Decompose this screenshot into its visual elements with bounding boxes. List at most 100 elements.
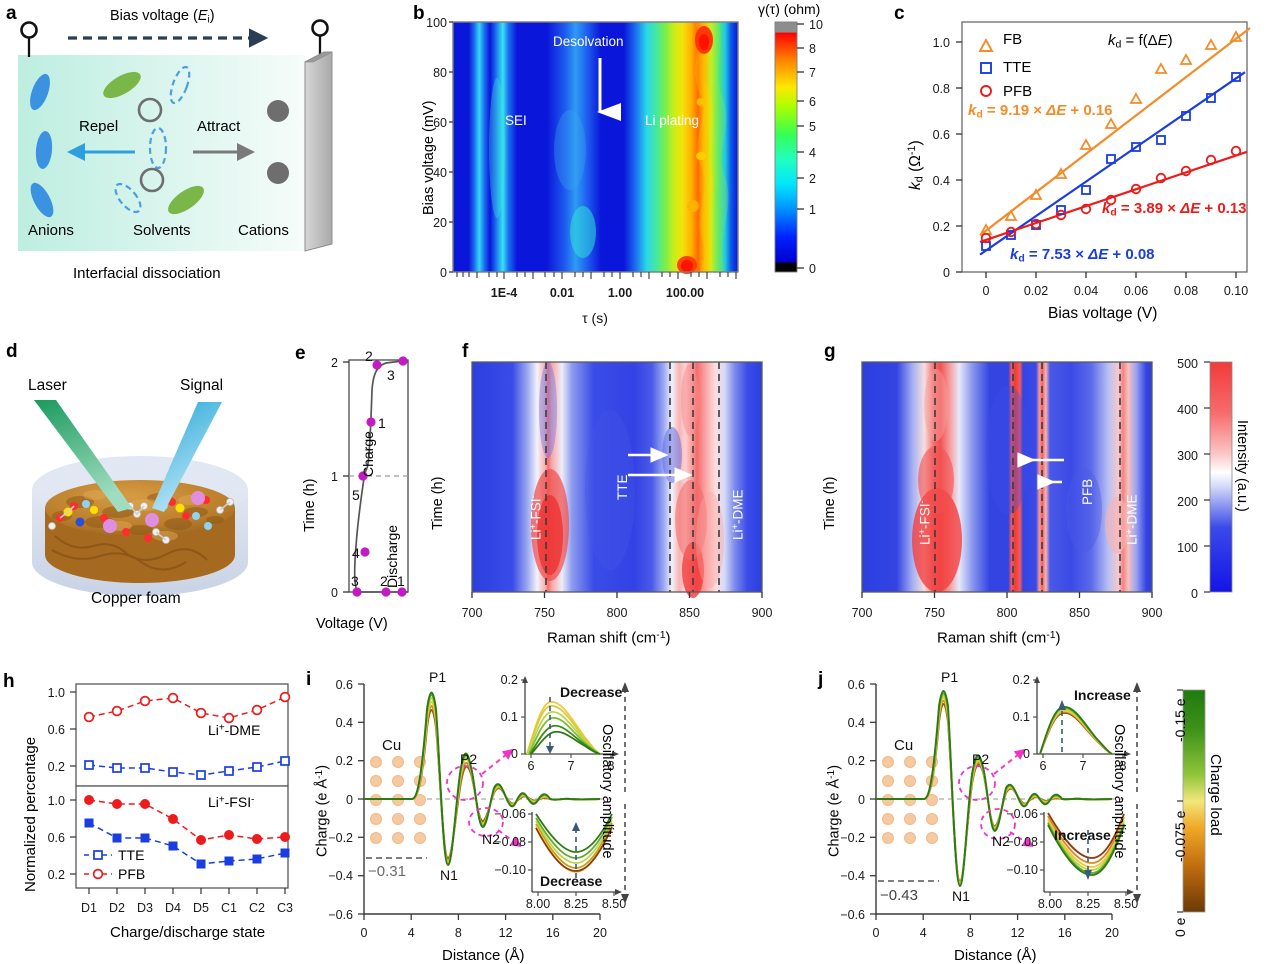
svg-text:8: 8	[455, 926, 462, 940]
inset-bottom: −0.06 −0.08 −0.10 8.00 8.25 8.50 Decreas…	[494, 807, 626, 911]
svg-text:0.2: 0.2	[501, 673, 518, 687]
panel-h-xlabel: Charge/discharge state	[110, 924, 266, 941]
legend-item-fb[interactable]: FB	[1003, 31, 1023, 48]
inset-bottom-annotation: Decrease	[540, 873, 602, 889]
legend-item-tte[interactable]: TTE	[1003, 59, 1032, 76]
panel-h-legend-tte[interactable]: TTE	[118, 847, 145, 863]
panel-c-legend-markers	[978, 38, 994, 97]
species-label-li-fsi: Li+-FSI-	[528, 495, 544, 540]
svg-text:7: 7	[809, 66, 816, 80]
svg-text:0.2: 0.2	[1013, 673, 1030, 687]
svg-text:2: 2	[380, 573, 388, 589]
panel-i-xticks	[363, 914, 601, 920]
cu-label-j: Cu	[894, 737, 913, 754]
solvents-label: Solvents	[133, 222, 191, 239]
svg-text:C1: C1	[221, 901, 237, 915]
svg-text:0.4: 0.4	[848, 716, 865, 730]
svg-text:5: 5	[809, 120, 816, 134]
panel-f-xlabel: Raman shift (cm-1)	[547, 629, 671, 647]
anions-label: Anions	[28, 222, 74, 239]
svg-text:20: 20	[1105, 926, 1119, 940]
panel-b-xlabel: τ (s)	[582, 310, 608, 326]
species-label-li-fsi-g: Li+-FSI-	[917, 500, 933, 545]
svg-text:−0.08: −0.08	[1006, 835, 1038, 849]
svg-text:2: 2	[809, 172, 816, 186]
sublabel-li-fsi: Li+-FSI-	[208, 794, 255, 810]
annotation-li-plating: Li plating	[645, 113, 699, 128]
svg-text:800: 800	[997, 606, 1018, 620]
svg-text:0.2: 0.2	[848, 754, 865, 768]
panel-h-label: h	[3, 671, 15, 692]
panel-i-xticklabels: 0 4 8 12 16 20	[361, 926, 607, 940]
svg-text:2: 2	[365, 348, 373, 364]
panel-d: d	[0, 340, 290, 660]
svg-text:700: 700	[852, 606, 873, 620]
reference-lines	[545, 362, 720, 592]
panel-h-legend-pfb[interactable]: PFB	[118, 866, 146, 882]
svg-text:80: 80	[433, 66, 447, 80]
svg-text:0.4: 0.4	[933, 174, 950, 188]
svg-text:8.00: 8.00	[526, 897, 550, 911]
panel-j-ylabel: Charge (e Å-1)	[826, 764, 843, 857]
svg-text:10: 10	[809, 18, 823, 32]
left-electrode-terminal	[20, 21, 38, 39]
svg-text:D4: D4	[165, 901, 181, 915]
svg-text:−0.2: −0.2	[328, 831, 353, 845]
svg-text:0.1: 0.1	[1013, 710, 1030, 724]
panel-b-colorbar-title: γ(τ) (ohm)	[758, 1, 821, 17]
svg-text:6: 6	[809, 95, 816, 109]
highlight-p2-j	[958, 765, 996, 801]
svg-text:0: 0	[858, 793, 865, 807]
svg-text:0: 0	[1023, 747, 1030, 761]
cation-1	[267, 100, 289, 122]
svg-text:0: 0	[346, 793, 353, 807]
panel-d-label: d	[6, 341, 18, 362]
svg-text:500: 500	[1177, 357, 1198, 371]
svg-text:0.02: 0.02	[1024, 284, 1048, 298]
panel-f-xticklabels: 700 750 800 850 900	[462, 606, 773, 620]
panel-b-colorbar: 10 8 7 6 5 4 2 1 0	[774, 18, 823, 276]
label-n1: N1	[440, 867, 458, 883]
svg-text:8: 8	[608, 759, 615, 773]
discharge-label: Discharge	[384, 524, 400, 588]
cations-label: Cations	[238, 222, 289, 239]
cu-lattice	[370, 756, 426, 844]
svg-text:300: 300	[1177, 449, 1198, 463]
panel-h-yaxis-bottom	[70, 799, 76, 875]
svg-text:20: 20	[433, 216, 447, 230]
svg-text:−0.08: −0.08	[494, 835, 526, 849]
svg-text:−0.06: −0.06	[1006, 807, 1038, 821]
charge-density-curves-j	[876, 690, 1113, 887]
svg-text:8: 8	[967, 926, 974, 940]
svg-text:1.0: 1.0	[48, 794, 65, 808]
equation-tte: kd = 7.53 × ΔE + 0.08	[1010, 246, 1155, 265]
svg-text:0.06: 0.06	[1124, 284, 1148, 298]
panel-i-ylabel: Charge (e Å-1)	[314, 764, 331, 857]
svg-text:1.00: 1.00	[608, 286, 632, 300]
inset-top: 0.2 0.1 0 6 7 8 Decrease	[501, 673, 623, 773]
svg-text:200: 200	[1177, 495, 1198, 509]
label-n2-j: N2	[992, 833, 1010, 849]
panel-c-xlabel: Bias voltage (V)	[1048, 305, 1158, 322]
panel-g-ylabel: Time (h)	[822, 476, 838, 530]
svg-text:0.10: 0.10	[1224, 284, 1248, 298]
svg-text:0.08: 0.08	[1174, 284, 1198, 298]
svg-text:750: 750	[534, 606, 555, 620]
laser-label: Laser	[28, 377, 67, 394]
panel-f-label: f	[462, 341, 469, 362]
svg-text:6: 6	[528, 759, 535, 773]
inset-top-annotation: Decrease	[560, 684, 622, 700]
legend-item-pfb[interactable]: PFB	[1003, 83, 1033, 100]
svg-text:900: 900	[1142, 606, 1163, 620]
svg-text:5: 5	[352, 487, 360, 503]
cu-label: Cu	[382, 737, 401, 754]
anion-group	[30, 73, 54, 218]
charge-load-tick-0: -0.15 e	[1172, 698, 1188, 742]
svg-text:0: 0	[809, 262, 816, 276]
svg-text:8: 8	[1120, 759, 1127, 773]
baseline-value-j: −0.43	[880, 887, 918, 904]
highlight-p2	[446, 765, 484, 801]
svg-text:0.04: 0.04	[1074, 284, 1098, 298]
inset-bottom-j: −0.06 −0.08 −0.10 8.00 8.25 8.50 Increas…	[1006, 807, 1138, 911]
